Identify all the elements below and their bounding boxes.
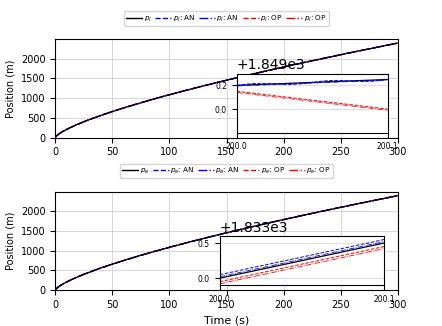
Legend: $p_e$, $p_e$: AN, $p_e$: AN, $p_e$: OP, $p_e$: OP: $p_e$, $p_e$: AN, $p_e$: AN, $p_e$: OP, … [120,164,333,178]
Legend: $p_l$, $p_l$: AN, $p_l$: AN, $p_l$: OP, $p_l$: OP: $p_l$, $p_l$: AN, $p_l$: AN, $p_l$: OP, … [124,11,329,26]
X-axis label: Time (s): Time (s) [204,316,249,325]
Y-axis label: Position (m): Position (m) [5,59,15,118]
Y-axis label: Position (m): Position (m) [5,212,15,270]
